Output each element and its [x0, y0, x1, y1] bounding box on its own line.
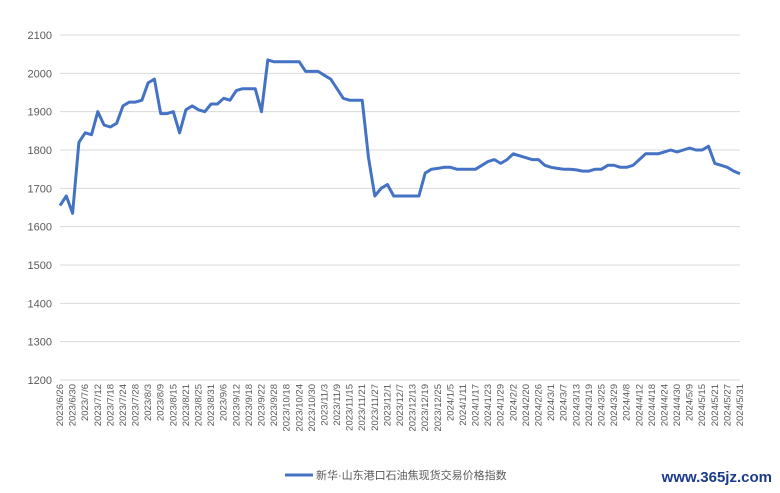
x-tick-label: 2023/12/13 [408, 384, 419, 432]
y-tick-label: 1400 [28, 298, 52, 310]
y-tick-label: 2100 [28, 30, 52, 42]
x-tick-label: 2023/12/1 [382, 384, 393, 426]
x-tick-label: 2023/10/24 [294, 384, 305, 432]
x-tick-label: 2023/9/6 [219, 384, 230, 421]
x-tick-label: 2023/12/7 [395, 384, 406, 426]
x-tick-label: 2023/12/25 [433, 384, 444, 432]
x-tick-label: 2023/7/28 [131, 384, 142, 426]
x-tick-label: 2023/8/15 [168, 384, 179, 426]
x-tick-label: 2024/1/23 [483, 384, 494, 426]
x-tick-label: 2024/4/30 [672, 384, 683, 426]
x-tick-label: 2024/5/27 [722, 384, 733, 426]
x-tick-label: 2024/3/7 [559, 384, 570, 421]
x-tick-label: 2024/5/31 [735, 384, 746, 426]
x-tick-label: 2023/7/12 [93, 384, 104, 426]
x-tick-label: 2023/7/24 [118, 384, 129, 426]
x-tick-label: 2023/11/21 [357, 384, 368, 431]
x-tick-label: 2023/8/21 [181, 384, 192, 426]
x-tick-label: 2023/11/15 [345, 384, 356, 431]
y-tick-label: 1800 [28, 145, 52, 157]
y-tick-label: 2000 [28, 68, 52, 80]
x-tick-label: 2024/1/17 [471, 384, 482, 426]
x-tick-label: 2023/9/18 [244, 384, 255, 426]
x-tick-label: 2023/9/12 [231, 384, 242, 426]
series-line [58, 58, 741, 215]
y-tick-label: 1300 [28, 337, 52, 349]
x-tick-label: 2023/11/27 [370, 384, 381, 431]
legend-label: 新华·山东港口石油焦现货交易价格指数 [316, 468, 507, 482]
y-tick-label: 1600 [28, 222, 52, 234]
x-tick-label: 2023/11/9 [332, 384, 343, 426]
x-tick-label: 2024/2/26 [534, 384, 545, 426]
x-tick-label: 2024/1/5 [445, 384, 456, 421]
x-tick-label: 2024/4/24 [659, 384, 670, 426]
x-tick-label: 2024/3/25 [596, 384, 607, 426]
x-tick-label: 2024/3/13 [571, 384, 582, 426]
x-tick-label: 2024/2/20 [521, 384, 532, 426]
x-tick-label: 2024/4/8 [622, 384, 633, 421]
x-tick-label: 2023/8/9 [156, 384, 167, 421]
x-tick-label: 2023/8/3 [143, 384, 154, 421]
watermark: www.365jz.com [661, 469, 772, 486]
x-tick-label: 2024/5/9 [685, 384, 696, 421]
y-tick-label: 1500 [28, 260, 52, 272]
x-tick-label: 2023/7/6 [80, 384, 91, 421]
x-tick-label: 2024/3/1 [546, 384, 557, 421]
x-tick-label: 2024/4/18 [647, 384, 658, 426]
x-tick-label: 2023/8/31 [206, 384, 217, 426]
x-tick-label: 2023/6/30 [68, 384, 79, 426]
y-tick-label: 1200 [28, 375, 52, 387]
x-tick-label: 2023/11/3 [319, 384, 330, 426]
x-tick-label: 2023/10/30 [307, 384, 318, 432]
x-tick-label: 2023/6/26 [55, 384, 66, 426]
x-tick-label: 2024/4/12 [634, 384, 645, 426]
x-tick-label: 2024/1/11 [458, 384, 469, 426]
x-tick-label: 2024/3/29 [609, 384, 620, 426]
x-tick-label: 2023/9/28 [269, 384, 280, 426]
x-tick-label: 2024/3/19 [584, 384, 595, 426]
x-tick-label: 2023/7/18 [105, 384, 116, 426]
x-tick-label: 2024/5/21 [710, 384, 721, 426]
x-tick-label: 2023/10/18 [282, 384, 293, 432]
x-tick-label: 2024/1/29 [496, 384, 507, 426]
x-tick-label: 2023/12/19 [420, 384, 431, 432]
x-tick-label: 2023/8/25 [194, 384, 205, 426]
x-tick-label: 2024/2/2 [508, 384, 519, 421]
x-tick-label: 2024/5/15 [697, 384, 708, 426]
y-tick-label: 1700 [28, 183, 52, 195]
y-tick-label: 1900 [28, 107, 52, 119]
x-tick-label: 2023/9/22 [256, 384, 267, 426]
